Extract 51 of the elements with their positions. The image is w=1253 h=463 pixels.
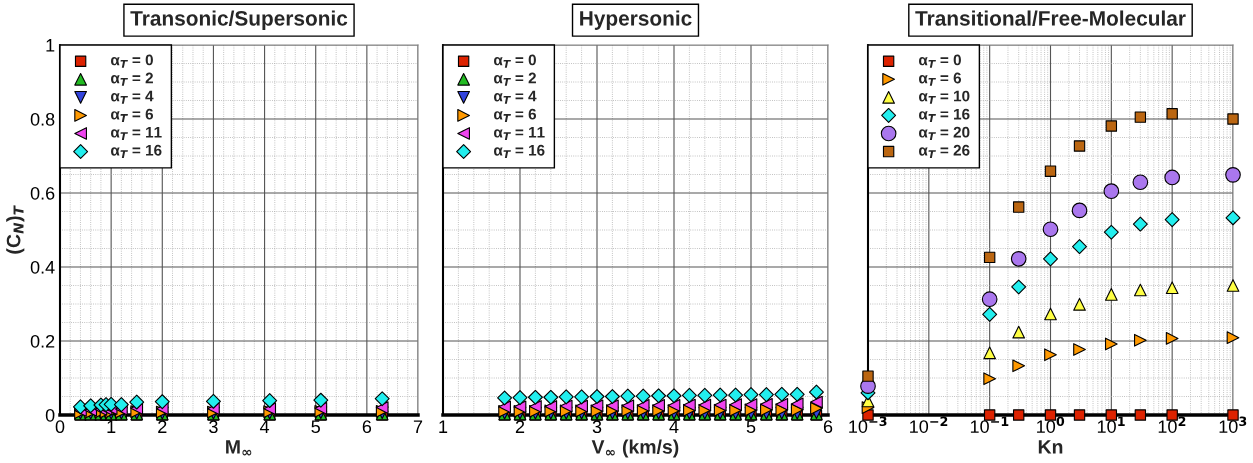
x-tick-label: 10$^{2}$	[1158, 416, 1186, 433]
legend-label: α$_{T}$ = 20	[919, 126, 970, 140]
x-tick-label: 6	[823, 420, 833, 434]
chart-title: Hypersonic	[580, 10, 692, 30]
x-tick-label: 5	[746, 420, 756, 434]
legend-label: α$_{T}$ = 11	[111, 126, 162, 140]
legend-label: α$_{T}$ = 0	[111, 54, 153, 68]
x-tick-label: 10$^{−1}$	[970, 416, 1009, 433]
x-tick-label: 5	[311, 420, 320, 434]
x-tick-label: 4	[259, 420, 270, 433]
legend-label: α$_{T}$ = 0	[494, 54, 536, 68]
x-tick-label: 2	[158, 420, 167, 433]
legend-label: α$_{T}$ = 2	[494, 72, 536, 86]
legend-label: α$_{T}$ = 16	[111, 144, 162, 159]
x-tick-label: 4	[669, 420, 679, 433]
legend-label: α$_{T}$ = 11	[494, 126, 545, 140]
legend-label: α$_{T}$ = 0	[919, 54, 961, 68]
legend-label: α$_{T}$ = 6	[111, 108, 154, 122]
legend-label: α$_{T}$ = 4	[494, 90, 537, 104]
y-tick-label: 1	[46, 39, 55, 52]
x-axis-title: M$_{∞}$	[226, 440, 252, 456]
x-tick-label: 2	[515, 420, 525, 433]
x-tick-label: 7	[413, 420, 423, 433]
x-tick-label: 3	[592, 420, 602, 434]
x-tick-label: 6	[362, 420, 372, 434]
x-axis-title: Kn	[1038, 440, 1063, 454]
y-tick-label: 0.6	[30, 186, 55, 200]
legend-label: α$_{T}$ = 2	[111, 72, 153, 86]
y-axis-title: (C$_{N}$)$_{T}$	[6, 205, 25, 254]
x-axis-title: V$_{∞}$ (km/s)	[591, 439, 679, 458]
x-tick-label: 10$^{0}$	[1037, 416, 1065, 433]
chart-title: Transitional/Free-Molecular	[915, 10, 1186, 26]
legend-label: α$_{T}$ = 6	[494, 108, 537, 122]
legend-label: α$_{T}$ = 16	[494, 144, 545, 159]
legend-label: α$_{T}$ = 16	[919, 108, 970, 122]
x-tick-label: 1	[439, 420, 448, 433]
x-tick-label: 0	[55, 420, 65, 434]
legend-label: α$_{T}$ = 6	[919, 72, 962, 86]
x-tick-label: 10$^{3}$	[1219, 416, 1247, 433]
x-tick-label: 3	[209, 420, 218, 434]
legend-label: α$_{T}$ = 10	[919, 90, 970, 104]
y-tick-label: 0.8	[30, 112, 55, 126]
chart-title: Transonic/Supersonic	[130, 10, 348, 30]
x-tick-label: 10$^{−3}$	[849, 416, 887, 433]
y-tick-label: 0.2	[30, 334, 55, 348]
legend-label: α$_{T}$ = 4	[111, 90, 154, 104]
x-tick-label: 1	[107, 420, 116, 433]
legend-label: α$_{T}$ = 26	[919, 144, 970, 159]
x-tick-label: 10$^{1}$	[1097, 416, 1125, 433]
x-tick-label: 10$^{−2}$	[910, 416, 948, 433]
y-tick-label: 0.4	[30, 260, 55, 274]
